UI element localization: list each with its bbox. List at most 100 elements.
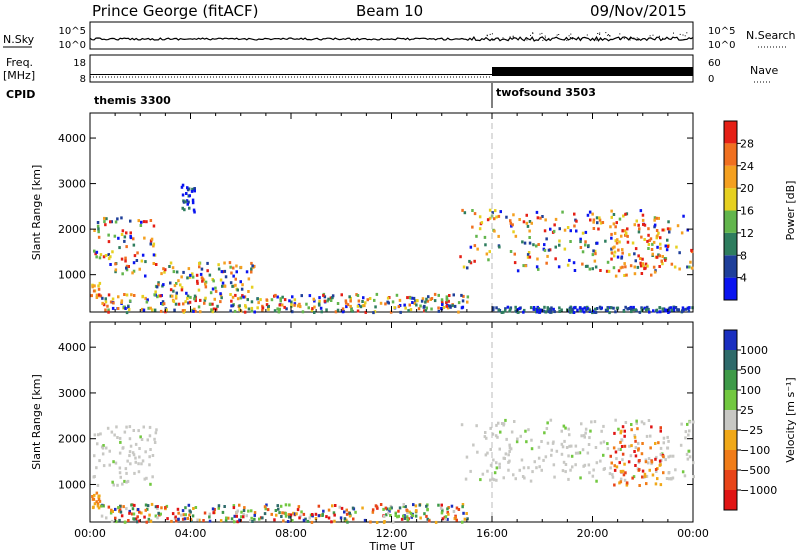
- power-cell: [593, 249, 597, 253]
- power-cell: [361, 304, 365, 308]
- velocity-cell: [629, 454, 633, 458]
- power-cell: [491, 211, 494, 215]
- velocity-cell: [520, 458, 524, 462]
- power-cell: [409, 308, 413, 312]
- velocity-cell: [493, 471, 497, 475]
- power-cell: [648, 239, 651, 242]
- velocity-cell: [671, 476, 675, 480]
- velocity-cell: [494, 434, 498, 438]
- velocity-cell: [100, 504, 103, 508]
- power-cell: [500, 311, 504, 314]
- velocity-cell: [118, 509, 121, 513]
- power-cell: [626, 240, 630, 244]
- velocity-cell: [346, 520, 349, 524]
- power-cell: [375, 292, 379, 296]
- power-cell: [589, 218, 592, 222]
- power-cell: [514, 305, 517, 309]
- colorbar-swatch: [724, 165, 737, 189]
- velocity-cell: [203, 511, 207, 515]
- power-cell: [124, 307, 127, 310]
- velocity-cell: [453, 517, 456, 521]
- velocity-cell: [632, 475, 636, 479]
- velocity-cell: [102, 504, 105, 508]
- power-cell: [613, 231, 617, 235]
- velocity-cell: [196, 518, 199, 522]
- velocity-cell: [299, 514, 302, 518]
- power-cell: [142, 220, 146, 224]
- velocity-cell: [402, 503, 405, 506]
- power-cell: [664, 308, 667, 312]
- velocity-cell: [137, 470, 141, 474]
- noise-search-point: [636, 37, 638, 39]
- noise-search-point: [605, 32, 607, 34]
- power-cell: [140, 220, 143, 224]
- power-cell: [505, 215, 508, 219]
- power-cell: [361, 300, 364, 303]
- power-cell: [576, 308, 579, 312]
- velocity-cell: [440, 503, 443, 507]
- velocity-cell: [385, 507, 389, 511]
- power-cell: [529, 306, 533, 310]
- power-cell: [186, 297, 189, 300]
- velocity-cell: [242, 515, 245, 519]
- power-cell: [647, 227, 650, 231]
- velocity-cell: [414, 504, 418, 508]
- velocity-cell: [263, 505, 267, 509]
- velocity-cell: [593, 420, 597, 424]
- power-cell: [672, 306, 676, 310]
- power-cell: [310, 308, 314, 312]
- velocity-cell: [623, 429, 626, 433]
- noise-search-point: [673, 32, 674, 34]
- power-cell: [201, 279, 204, 283]
- power-cell: [468, 259, 471, 263]
- power-cell: [412, 296, 416, 300]
- power-cell: [588, 310, 592, 313]
- power-cell: [639, 257, 642, 260]
- noise-search-point: [508, 39, 510, 41]
- power-cell: [103, 216, 106, 220]
- power-cell: [593, 259, 597, 263]
- power-cell: [480, 221, 484, 225]
- power-cell: [120, 300, 123, 304]
- velocity-cell: [655, 470, 658, 473]
- power-cell: [180, 286, 184, 290]
- velocity-cell: [317, 504, 321, 508]
- velocity-cell: [455, 518, 458, 522]
- noise-search-point: [544, 37, 546, 39]
- power-cell: [125, 245, 128, 249]
- noise-search-point: [679, 33, 681, 35]
- velocity-cell: [638, 484, 641, 487]
- colorbar-swatch: [724, 210, 737, 233]
- noise-search-point: [586, 34, 588, 36]
- power-cell: [640, 309, 644, 313]
- velocity-cell: [327, 508, 331, 512]
- power-cell: [659, 242, 662, 246]
- power-cell: [493, 217, 496, 221]
- power-cell: [664, 257, 668, 261]
- power-cell: [114, 270, 117, 274]
- power-cell: [329, 296, 333, 300]
- x-tick-label: 16:00: [476, 527, 508, 540]
- power-cell: [192, 309, 195, 313]
- velocity-cell: [484, 453, 488, 457]
- velocity-cell: [522, 466, 526, 470]
- colorbar-tick-label: 100: [740, 384, 761, 397]
- power-cell: [463, 211, 467, 215]
- power-cell: [637, 223, 640, 227]
- power-cell: [553, 223, 556, 227]
- power-cell: [257, 301, 260, 305]
- power-cell: [386, 296, 390, 300]
- power-cell: [278, 307, 281, 311]
- power-cell: [102, 255, 106, 259]
- power-cell: [633, 272, 637, 276]
- power-cell: [175, 291, 178, 295]
- power-cell: [345, 305, 348, 309]
- velocity-cell: [650, 425, 653, 429]
- power-cell: [153, 293, 156, 297]
- velocity-cell: [654, 482, 658, 486]
- velocity-cell: [144, 503, 148, 507]
- velocity-cell: [686, 422, 689, 426]
- velocity-cell: [688, 429, 691, 433]
- power-cell: [246, 298, 249, 302]
- power-cell: [655, 255, 659, 259]
